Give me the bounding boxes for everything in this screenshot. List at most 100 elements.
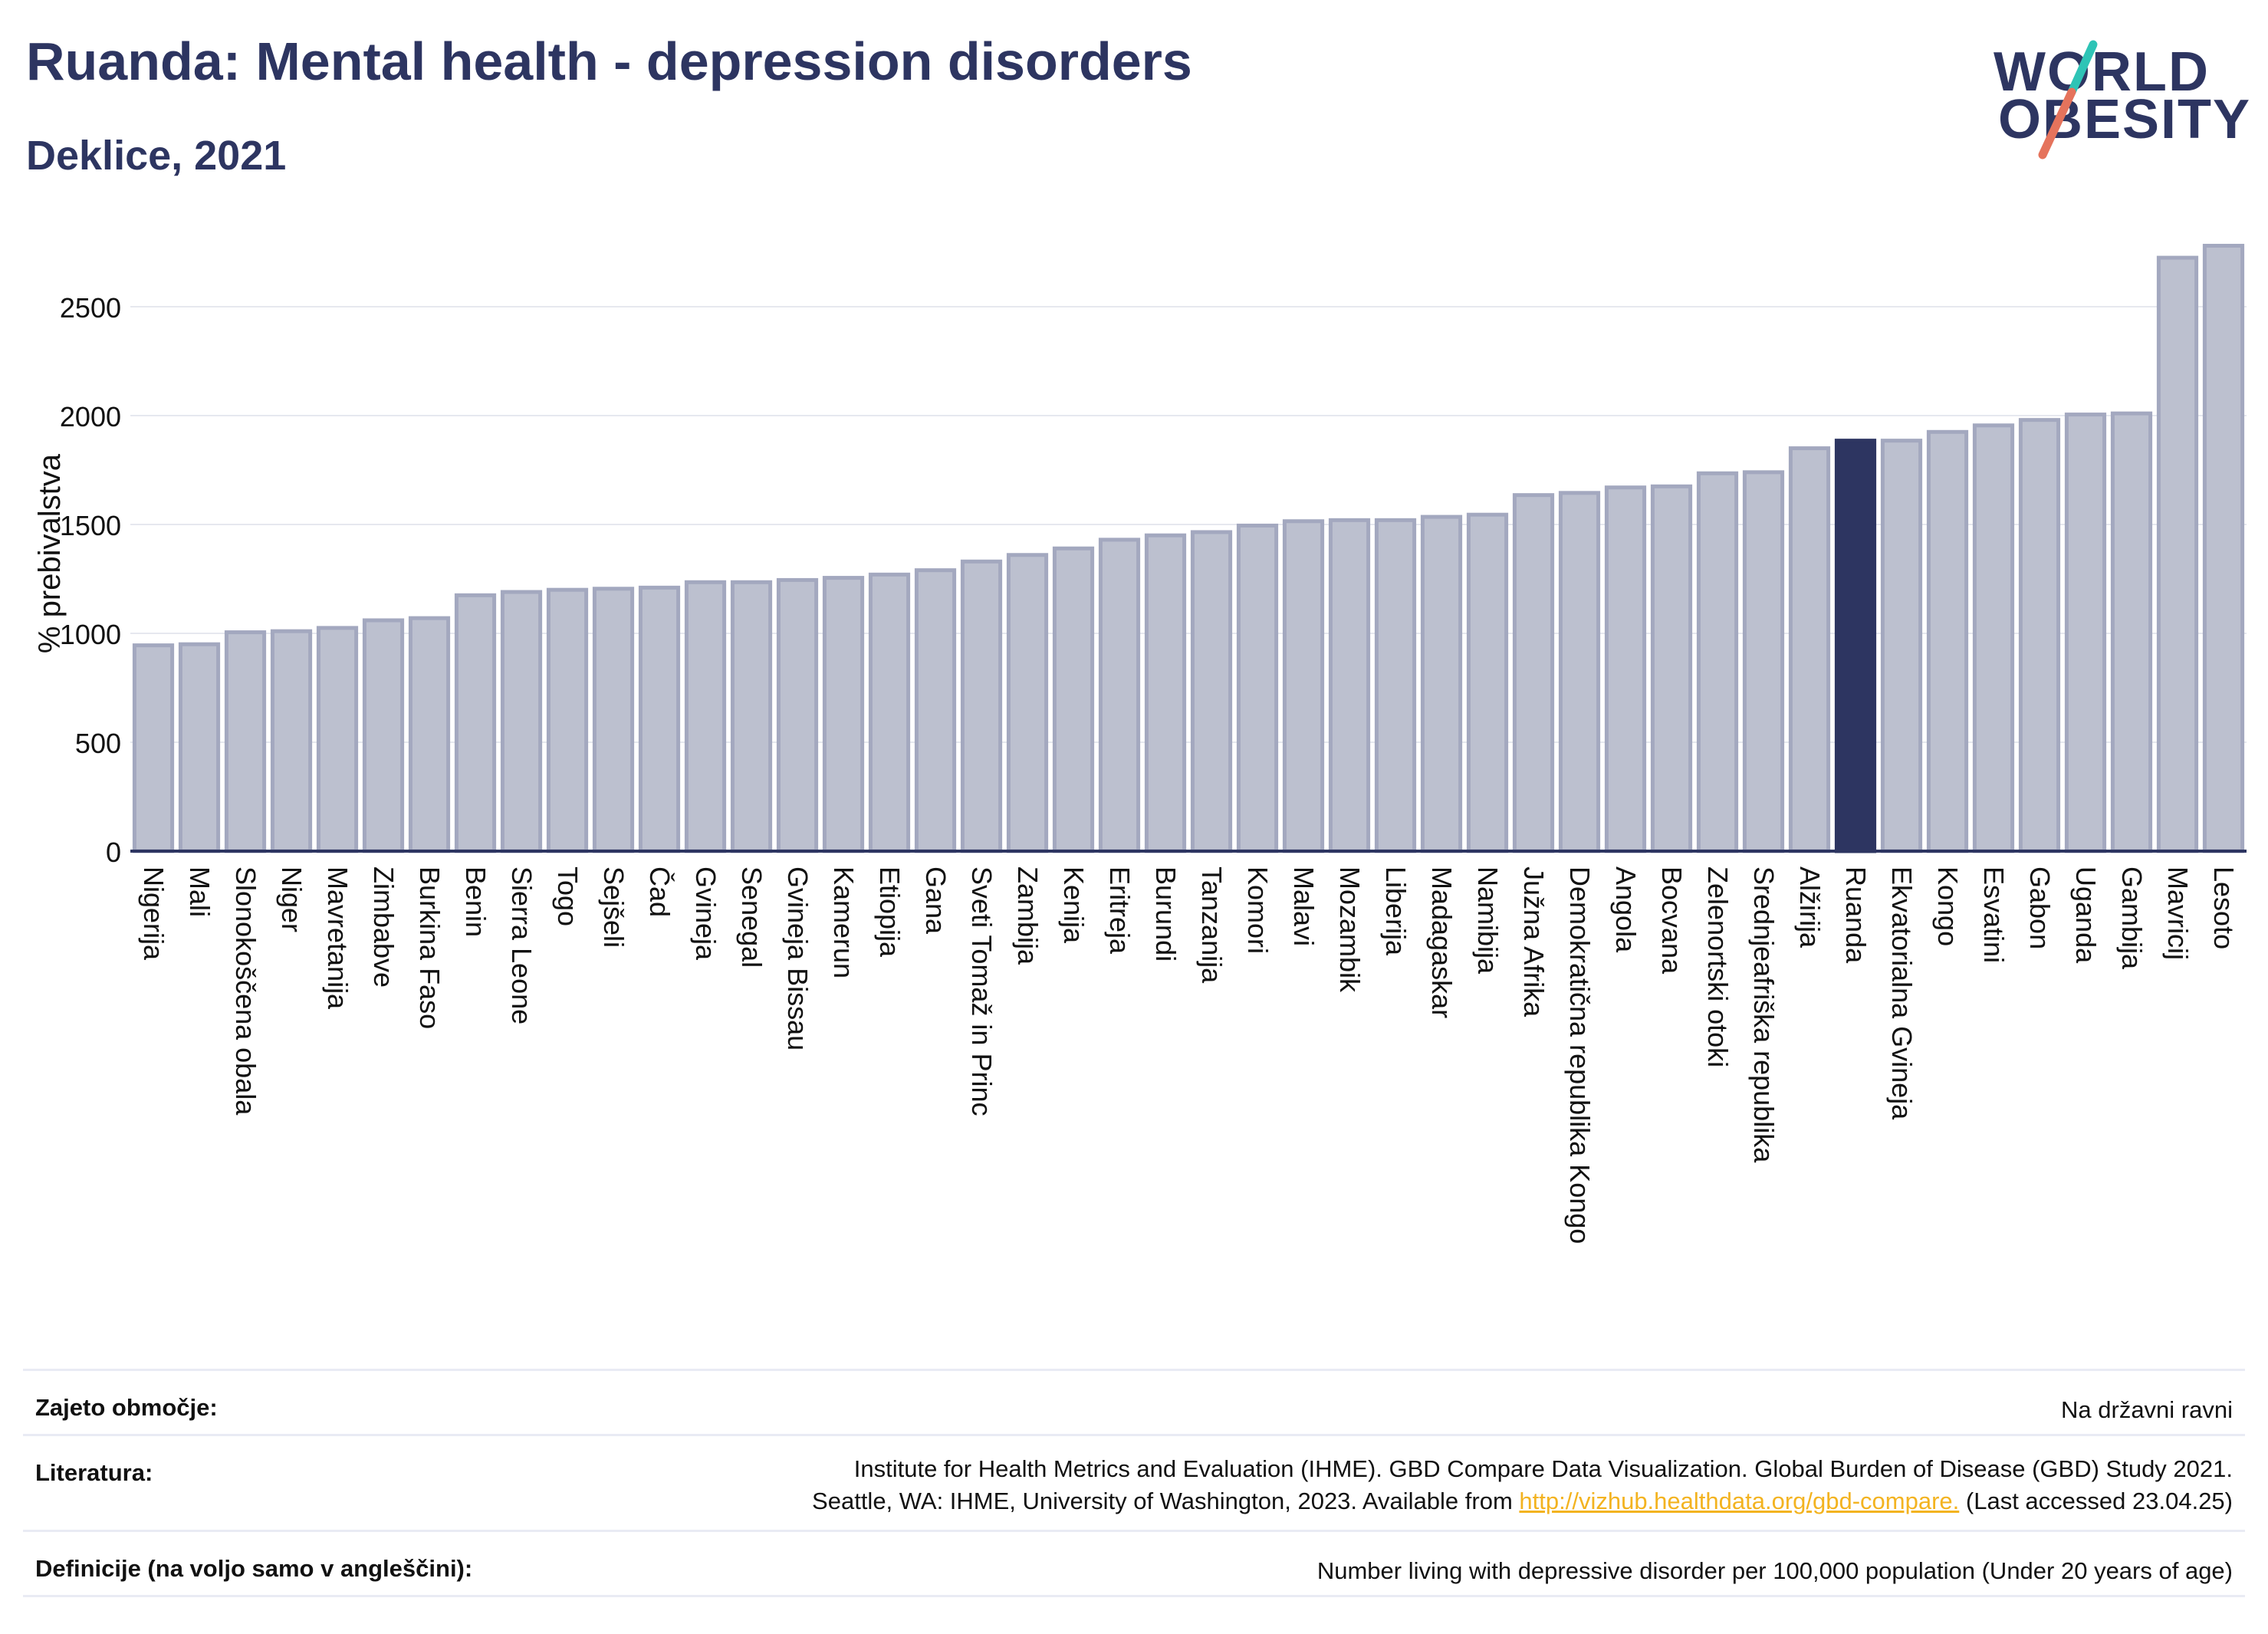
footer-row-coverage: Zajeto območje: Na državni ravni [23,1369,2245,1434]
x-tick-label: Malavi [1288,866,1320,946]
bar-sierra-leone[interactable] [500,590,543,853]
bar-burundi[interactable] [1144,533,1187,853]
bar-komori[interactable] [1236,523,1279,853]
logo-text-line2: OBESITY [1998,89,2252,150]
x-tick-label: Benin [460,866,491,937]
x-tick-label: Burkina Faso [414,866,445,1029]
bar-togo[interactable] [546,587,589,853]
logo-text-line1: WORLD [1994,41,2210,103]
bar-mozambik[interactable] [1328,518,1371,853]
x-tick-label: Južna Afrika [1518,866,1550,1018]
bar-madagaskar[interactable] [1420,515,1463,853]
x-tick-label: Slonokoščena obala [230,866,261,1116]
bar-benin[interactable] [454,593,497,853]
x-tick-label: Zimbabve [368,866,399,988]
x-tick-label: Gvineja Bissau [782,866,814,1050]
bar-sveti-tomaž-in-princ[interactable] [960,559,1003,853]
y-tick-label: 2000 [60,401,121,432]
x-tick-label: Senegal [736,866,768,968]
bar-bocvana[interactable] [1650,484,1693,853]
bar-zimbabve[interactable] [362,618,405,853]
bar-mavricij[interactable] [2156,255,2199,853]
y-axis-label: % prebivalstva [33,453,67,653]
bar-malavi[interactable] [1282,519,1325,853]
definitions-label: Definicije (na voljo samo v angleščini): [35,1555,473,1582]
x-tick-label: Esvatini [1978,866,2010,963]
bar-burkina-faso[interactable] [408,616,451,853]
x-tick-label: Gambija [2116,866,2148,970]
y-tick-label: 1000 [60,619,121,650]
x-tick-label: Mali [184,866,215,917]
bar-gambija[interactable] [2110,411,2153,853]
footer-row-literature: Literatura: Institute for Health Metrics… [23,1434,2245,1530]
x-tick-label: Burundi [1150,866,1182,962]
bar-gvineja[interactable] [684,580,727,853]
x-tick-label: Kongo [1932,866,1964,946]
x-tick-label: Čad [644,866,675,917]
bar-alžirija[interactable] [1788,446,1831,853]
bar-južna-afrika[interactable] [1512,493,1555,853]
bar-tanzanija[interactable] [1190,530,1233,853]
x-tick-label: Uganda [2070,866,2102,964]
page-title: Ruanda: Mental health - depression disor… [26,31,1192,91]
coverage-label: Zajeto območje: [35,1394,218,1421]
x-tick-label: Kamerun [828,866,860,978]
bar-čad[interactable] [638,585,681,853]
footer-row-definitions: Definicije (na voljo samo v angleščini):… [23,1530,2245,1597]
bar-eritreja[interactable] [1098,538,1141,853]
bar-uganda[interactable] [2064,413,2107,853]
bar-niger[interactable] [270,629,313,853]
x-tick-label: Mozambik [1334,866,1366,993]
bar-liberija[interactable] [1374,518,1417,853]
bar-mali[interactable] [178,642,221,853]
x-tick-label: Demokratična republika Kongo [1564,866,1596,1244]
bar-mavretanija[interactable] [316,626,359,853]
x-tick-label: Bocvana [1656,866,1688,975]
x-tick-label: Liberija [1380,866,1412,956]
x-tick-label: Angola [1610,866,1642,953]
bar-zambija[interactable] [1006,553,1049,853]
bar-esvatini[interactable] [1972,423,2015,853]
y-tick-label: 2500 [60,292,121,324]
coverage-value: Na državni ravni [2061,1396,2233,1423]
x-tick-label: Madagaskar [1426,866,1458,1018]
bar-namibija[interactable] [1466,512,1509,853]
x-tick-label: Gabon [2024,866,2056,949]
world-obesity-logo[interactable]: WORLD OBESITY [1994,38,2250,169]
chart-bars [132,243,2245,853]
bar-nigerija[interactable] [132,643,175,853]
bar-sejšeli[interactable] [592,587,635,853]
bar-kongo[interactable] [1926,429,1969,853]
x-tick-label: Mavricij [2162,866,2194,960]
bar-ruanda[interactable] [1834,439,1877,853]
bar-angola[interactable] [1604,485,1647,853]
bar-gabon[interactable] [2018,418,2061,853]
bar-kamerun[interactable] [822,576,865,853]
x-tick-label: Sveti Tomaž in Princ [966,866,998,1116]
literature-link[interactable]: http://vizhub.healthdata.org/gbd-compare… [1519,1488,1960,1514]
bar-zelenortski-otoki[interactable] [1696,471,1739,853]
bar-etiopija[interactable] [868,572,911,853]
x-tick-label: Sejšeli [598,866,629,948]
literature-value: Institute for Health Metrics and Evaluat… [812,1453,2233,1517]
x-tick-label: Nigerija [138,866,169,961]
y-tick-label: 0 [106,837,121,868]
page-subtitle: Deklice, 2021 [26,133,287,179]
bar-ekvatorialna-gvineja[interactable] [1880,439,1923,853]
literature-line2-post: (Last accessed 23.04.25) [1959,1488,2233,1514]
bar-slonokoščena-obala[interactable] [224,630,267,853]
y-tick-label: 1500 [60,510,121,541]
bar-senegal[interactable] [730,580,773,853]
bar-lesoto[interactable] [2202,243,2245,853]
bar-gvineja-bissau[interactable] [776,577,819,853]
bar-gana[interactable] [914,568,957,853]
bar-kenija[interactable] [1052,546,1095,853]
x-tick-label: Lesoto [2208,866,2240,949]
x-tick-label: Gana [920,866,952,935]
bar-srednjeafriška-republika[interactable] [1742,470,1785,853]
definitions-value: Number living with depressive disorder p… [1316,1557,2233,1584]
y-axis-ticks: 0 500 1000 1500 2000 2500 [60,292,121,868]
literature-line2: Seattle, WA: IHME, University of Washing… [812,1485,2233,1517]
x-tick-label: Niger [276,866,307,932]
bar-demokratična-republika-kongo[interactable] [1558,491,1601,853]
